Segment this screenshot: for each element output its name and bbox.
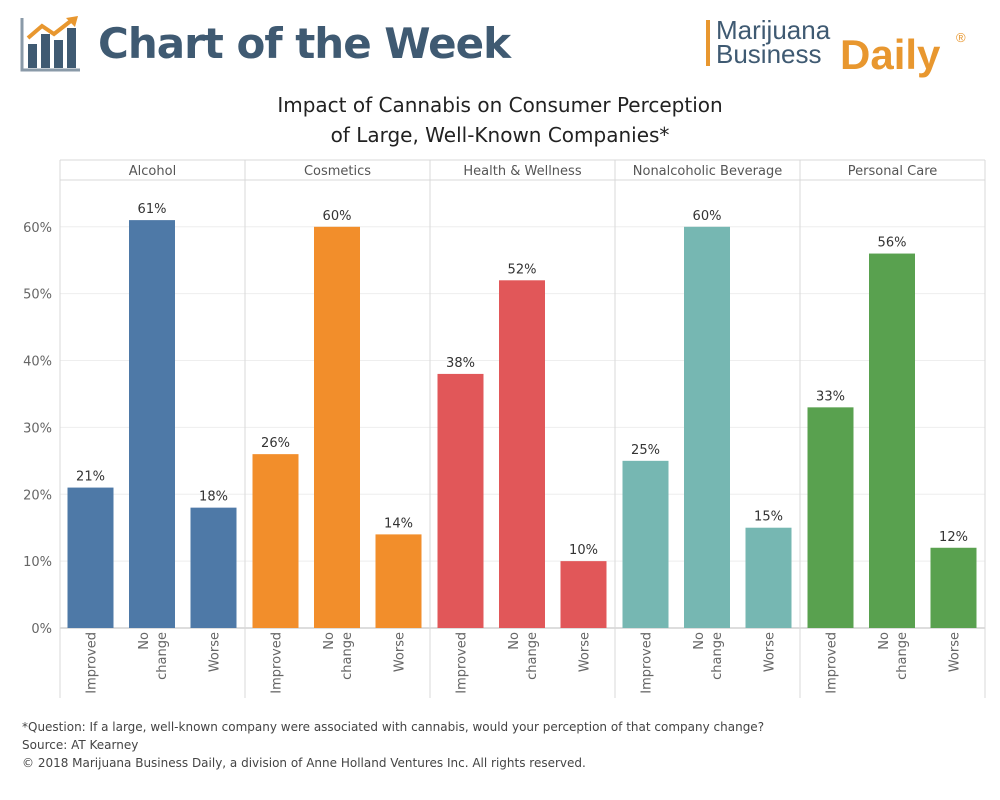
brand-accent-bar bbox=[706, 20, 710, 66]
category-label-worse: Worse bbox=[948, 632, 963, 672]
category-label-worse: Worse bbox=[393, 632, 408, 672]
bar-health-and-wellness-worse bbox=[560, 561, 607, 628]
category-label-no-change: No bbox=[877, 632, 892, 650]
brand-line-1: Marijuana bbox=[716, 15, 831, 45]
bar-personal-care-improved bbox=[807, 407, 854, 628]
brand-line-3: Daily bbox=[840, 31, 941, 78]
y-tick-label: 0% bbox=[31, 622, 52, 637]
data-label: 60% bbox=[693, 209, 722, 224]
data-label: 21% bbox=[76, 470, 105, 485]
data-label: 52% bbox=[508, 262, 537, 277]
data-label: 12% bbox=[939, 530, 968, 545]
chart-title-line-2: of Large, Well-Known Companies* bbox=[330, 123, 670, 147]
data-label: 25% bbox=[631, 443, 660, 458]
panel-label-cosmetics: Cosmetics bbox=[304, 164, 371, 179]
data-label: 18% bbox=[199, 490, 228, 505]
category-label-no-change: change bbox=[525, 632, 540, 680]
bar-cosmetics-improved bbox=[252, 454, 299, 628]
panel-label-personal-care: Personal Care bbox=[848, 164, 938, 179]
data-label: 61% bbox=[138, 202, 167, 217]
panel-label-nonalcoholic-beverage: Nonalcoholic Beverage bbox=[633, 164, 782, 179]
footer: *Question: If a large, well-known compan… bbox=[22, 718, 764, 772]
bar-nonalcoholic-beverage-worse bbox=[745, 527, 792, 628]
data-label: 38% bbox=[446, 356, 475, 371]
bar-health-and-wellness-improved bbox=[437, 373, 484, 628]
category-label-no-change: No bbox=[692, 632, 707, 650]
data-label: 60% bbox=[323, 209, 352, 224]
y-tick-label: 60% bbox=[23, 221, 52, 236]
category-label-improved: Improved bbox=[270, 632, 285, 694]
data-label: 56% bbox=[878, 236, 907, 251]
category-label-improved: Improved bbox=[455, 632, 470, 694]
bar-nonalcoholic-beverage-improved bbox=[622, 460, 669, 628]
bar-cosmetics-no-change bbox=[314, 226, 360, 628]
category-label-worse: Worse bbox=[578, 632, 593, 672]
category-label-no-change: change bbox=[895, 632, 910, 680]
chart-area: 0% 10% 20% 30% 40% 50% 60% Alcohol 21% Improved 61… bbox=[23, 159, 986, 698]
category-label-no-change: No bbox=[507, 632, 522, 650]
data-label: 10% bbox=[569, 543, 598, 558]
category-label-no-change: change bbox=[340, 632, 355, 680]
bar-alcohol-no-change bbox=[129, 220, 175, 629]
category-label-improved: Improved bbox=[640, 632, 655, 694]
y-tick-label: 50% bbox=[23, 288, 52, 303]
data-label: 26% bbox=[261, 436, 290, 451]
chart-title: Impact of Cannabis on Consumer Perceptio… bbox=[0, 90, 1000, 150]
copyright-line: © 2018 Marijuana Business Daily, a divis… bbox=[22, 756, 586, 770]
category-label-worse: Worse bbox=[763, 632, 778, 672]
bar-health-and-wellness-no-change bbox=[499, 280, 545, 628]
category-label-no-change: No bbox=[322, 632, 337, 650]
category-label-no-change: change bbox=[710, 632, 725, 680]
y-tick-label: 40% bbox=[23, 355, 52, 370]
category-label-worse: Worse bbox=[208, 632, 223, 672]
category-label-improved: Improved bbox=[825, 632, 840, 694]
panel-label-health-and-wellness: Health & Wellness bbox=[463, 164, 581, 179]
bar-alcohol-worse bbox=[190, 507, 237, 628]
y-tick-label: 30% bbox=[23, 421, 52, 436]
footnote: *Question: If a large, well-known compan… bbox=[22, 720, 765, 734]
brand-line-2: Business bbox=[716, 39, 822, 69]
source-line: Source: AT Kearney bbox=[22, 738, 139, 752]
bar-chart-trend-icon bbox=[20, 16, 80, 72]
data-label: 15% bbox=[754, 510, 783, 525]
bar-personal-care-worse bbox=[930, 547, 977, 628]
category-label-no-change: change bbox=[155, 632, 170, 680]
y-tick-label: 10% bbox=[23, 555, 52, 570]
data-label: 33% bbox=[816, 389, 845, 404]
chart-title-line-1: Impact of Cannabis on Consumer Perceptio… bbox=[277, 93, 723, 117]
panel-label-alcohol: Alcohol bbox=[129, 164, 176, 179]
brand-registered-mark: ® bbox=[956, 30, 966, 45]
bar-alcohol-improved bbox=[67, 487, 114, 628]
brand-logo: Marijuana Business Daily ® bbox=[706, 16, 986, 80]
y-tick-label: 20% bbox=[23, 488, 52, 503]
bar-nonalcoholic-beverage-no-change bbox=[684, 226, 730, 628]
page-title: Chart of the Week bbox=[98, 19, 511, 68]
bar-personal-care-no-change bbox=[869, 253, 915, 628]
category-label-improved: Improved bbox=[85, 632, 100, 694]
bar-cosmetics-worse bbox=[375, 534, 422, 628]
category-label-no-change: No bbox=[137, 632, 152, 650]
data-label: 14% bbox=[384, 516, 413, 531]
